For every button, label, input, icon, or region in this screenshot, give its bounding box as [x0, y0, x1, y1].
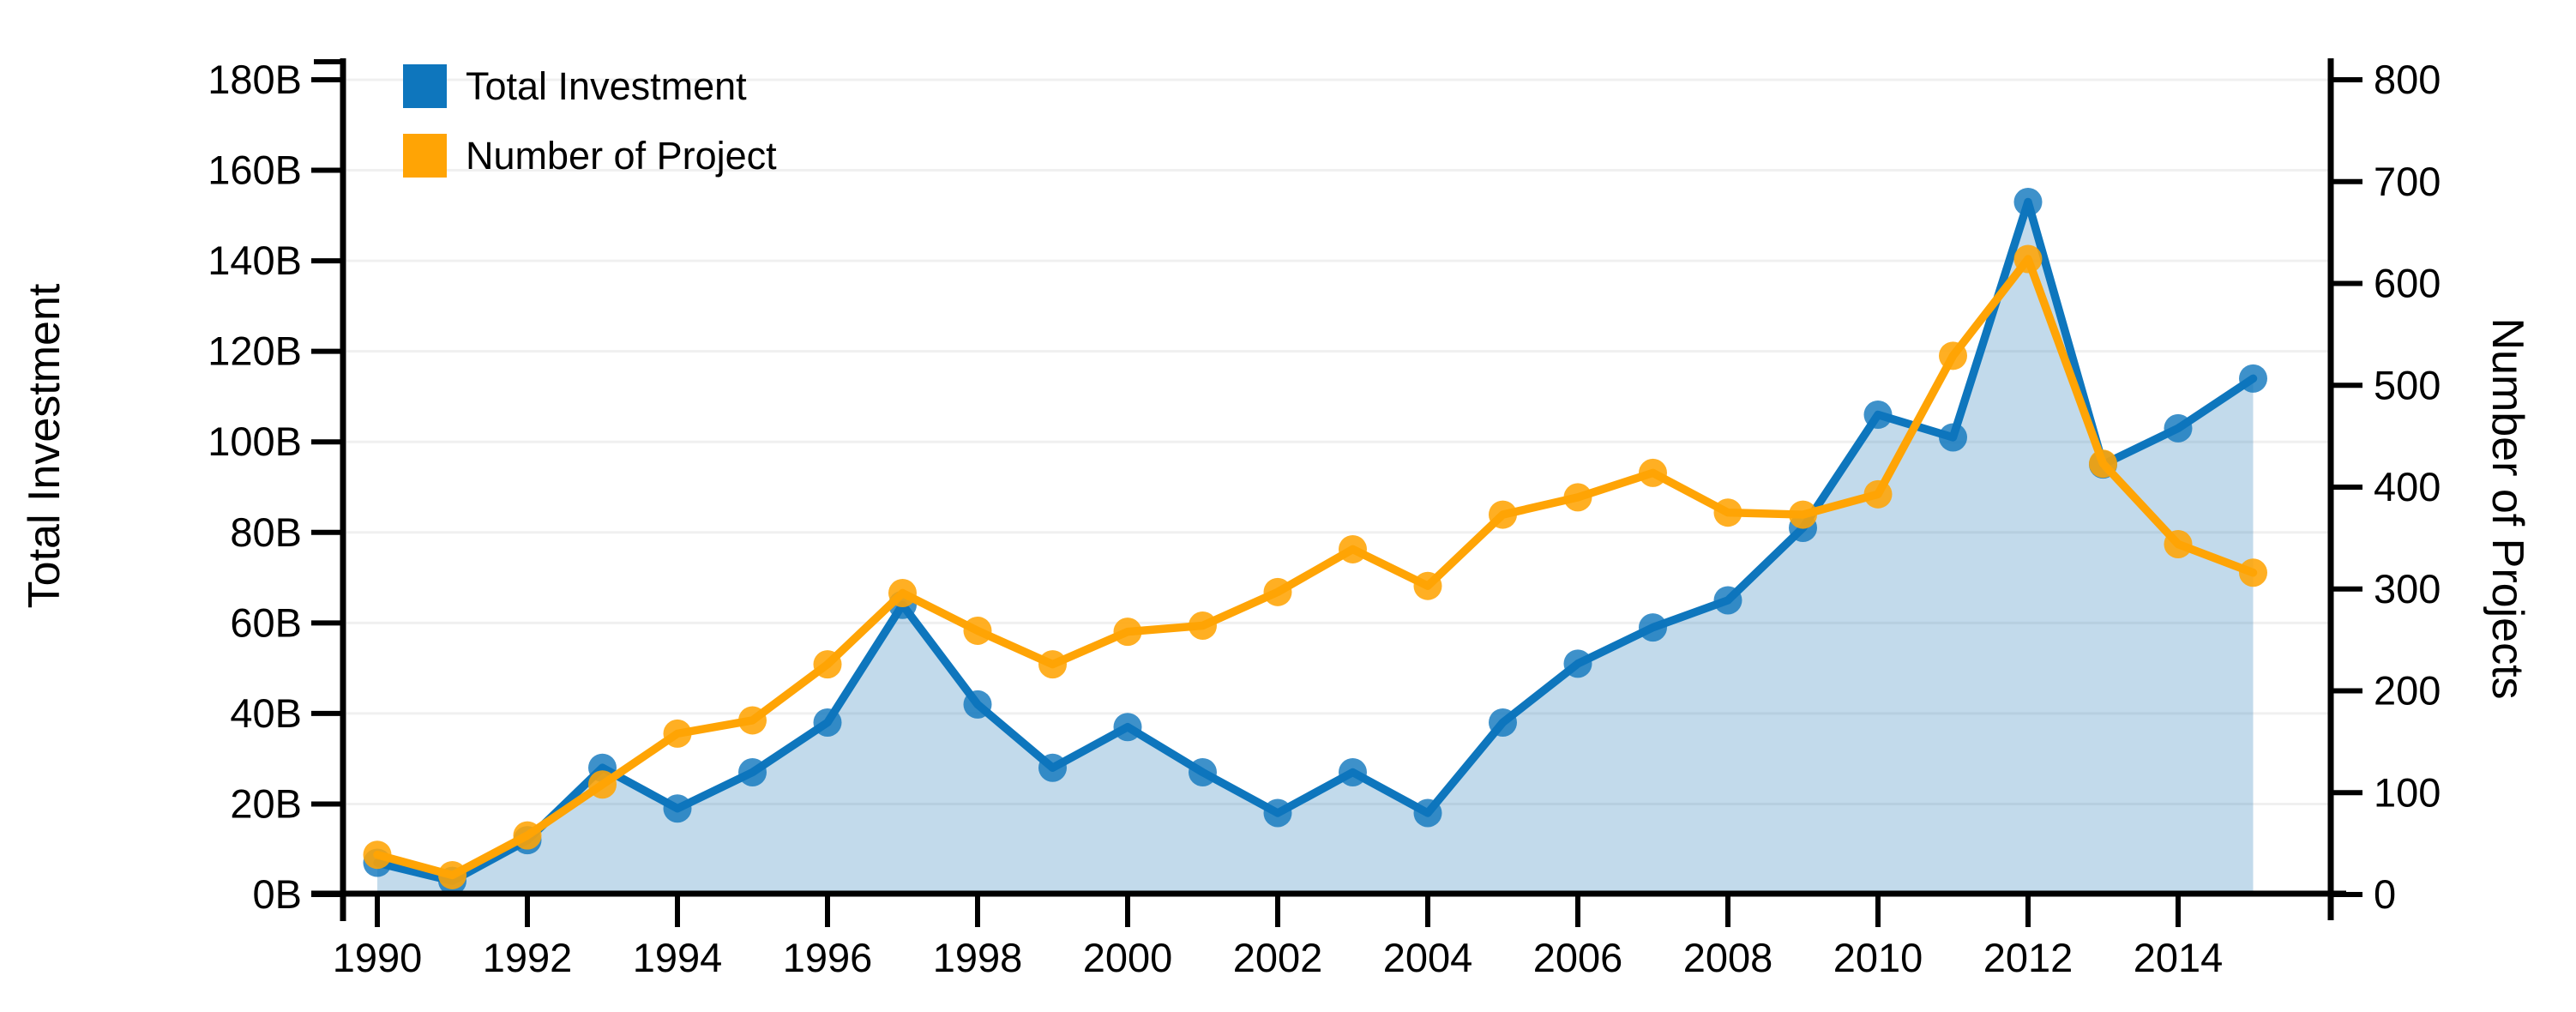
number-of-project-point: [663, 719, 692, 748]
total-investment-point: [738, 758, 767, 786]
number-of-project-point: [1489, 500, 1517, 529]
x-axis-tick-label: 1992: [483, 935, 573, 980]
number-of-project-point: [1413, 571, 1442, 600]
number-of-project-point: [963, 616, 992, 645]
total-investment-point: [1713, 586, 1742, 615]
total-investment-point: [1263, 798, 1292, 828]
total-investment-point: [1939, 423, 1967, 452]
right-axis-tick-label: 400: [2374, 464, 2441, 509]
total-investment-point: [1639, 613, 1667, 642]
number-of-project-point: [513, 821, 542, 850]
number-of-project-point: [2164, 530, 2193, 558]
total-investment-point: [2239, 364, 2267, 393]
number-of-project-point: [2089, 449, 2117, 479]
number-of-project-point: [1339, 534, 1367, 563]
right-axis-tick-label: 300: [2374, 566, 2441, 611]
left-axis-tick-label: 40B: [230, 690, 302, 736]
number-of-project-point: [1939, 341, 1967, 370]
total-investment-point: [1189, 758, 1217, 786]
x-axis-tick-label: 2012: [1983, 935, 2073, 980]
legend-swatch-orange: [403, 134, 447, 178]
right-axis-tick-label: 800: [2374, 57, 2441, 102]
number-of-project-point: [1789, 500, 1817, 529]
x-axis-tick-label: 1990: [333, 935, 423, 980]
legend: Total Investment Number of Project: [403, 64, 777, 203]
x-axis-tick-label: 2010: [1833, 935, 1923, 980]
left-axis-tick-label: 60B: [230, 599, 302, 645]
left-axis-title: Total Investment: [20, 283, 69, 609]
left-axis-tick-label: 20B: [230, 780, 302, 826]
total-investment-point: [1038, 753, 1067, 782]
legend-item-total-investment: Total Investment: [403, 64, 777, 108]
total-investment-area: [377, 202, 2254, 891]
x-axis-tick-label: 2008: [1683, 935, 1773, 980]
right-axis-tick-label: 100: [2374, 769, 2441, 815]
right-axis-title: Number of Projects: [2483, 317, 2532, 700]
legend-label-number-of-project: Number of Project: [466, 134, 777, 178]
number-of-project-point: [588, 770, 617, 799]
number-of-project-point: [363, 840, 392, 870]
number-of-project-point: [1038, 650, 1067, 679]
number-of-project-point: [438, 860, 466, 889]
right-axis-tick-label: 500: [2374, 362, 2441, 407]
total-investment-point: [1113, 713, 1142, 742]
x-axis-tick-label: 2006: [1533, 935, 1623, 980]
number-of-project-point: [1639, 458, 1667, 487]
number-of-project-point: [813, 650, 842, 679]
legend-swatch-blue: [403, 64, 447, 108]
legend-label-total-investment: Total Investment: [466, 64, 747, 108]
total-investment-point: [2164, 413, 2193, 443]
x-axis-tick-label: 2000: [1083, 935, 1173, 980]
total-investment-point: [1489, 708, 1517, 737]
number-of-project-point: [738, 706, 767, 735]
number-of-project-point: [1263, 577, 1292, 606]
number-of-project-point: [2239, 558, 2267, 587]
right-axis-tick-label: 600: [2374, 261, 2441, 306]
left-axis-tick-label: 160B: [208, 148, 302, 193]
left-axis-tick-label: 140B: [208, 238, 302, 283]
number-of-project-point: [1713, 498, 1742, 527]
x-axis-tick-label: 1996: [783, 935, 873, 980]
x-axis-tick-label: 2002: [1233, 935, 1323, 980]
right-axis-tick-label: 0: [2374, 871, 2396, 917]
left-axis-tick-label: 180B: [208, 57, 302, 102]
total-investment-point: [1563, 649, 1592, 678]
number-of-project-point: [1563, 483, 1592, 512]
total-investment-point: [663, 794, 692, 823]
x-axis-tick-label: 1998: [933, 935, 1023, 980]
x-axis-tick-label: 1994: [633, 935, 723, 980]
right-axis-tick-label: 700: [2374, 159, 2441, 204]
legend-item-number-of-project: Number of Project: [403, 134, 777, 178]
total-investment-point: [1339, 758, 1367, 786]
total-investment-point: [1863, 401, 1893, 430]
number-of-project-point: [1863, 479, 1893, 509]
left-axis-tick-label: 100B: [208, 419, 302, 464]
total-investment-point: [813, 708, 842, 737]
number-of-project-point: [2013, 244, 2043, 274]
total-investment-point: [2013, 188, 2043, 216]
left-axis-tick-label: 80B: [230, 509, 302, 555]
left-axis-tick-label: 0B: [253, 871, 303, 917]
total-investment-point: [963, 690, 992, 719]
number-of-project-point: [1189, 611, 1217, 640]
total-investment-point: [1413, 798, 1442, 828]
number-of-project-point: [888, 579, 917, 607]
x-axis-tick-label: 2014: [2134, 935, 2224, 980]
x-axis-tick-label: 2004: [1383, 935, 1473, 980]
number-of-project-point: [1113, 617, 1142, 647]
left-axis-tick-label: 120B: [208, 328, 302, 374]
right-axis-tick-label: 200: [2374, 668, 2441, 714]
